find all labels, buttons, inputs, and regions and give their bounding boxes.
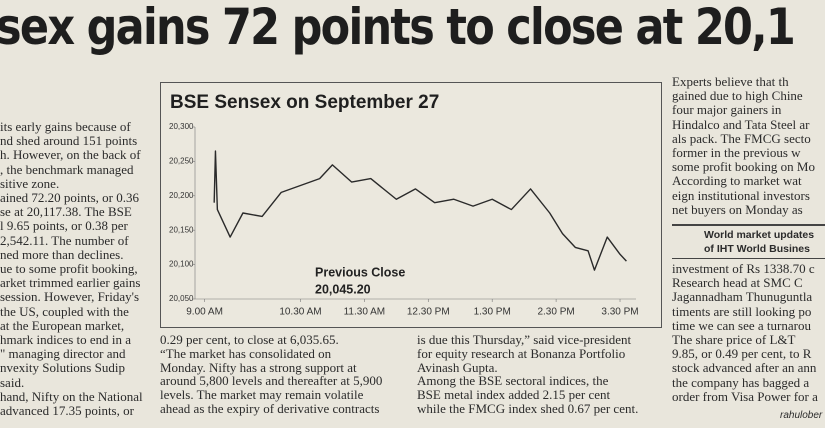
sensex-line <box>213 150 627 271</box>
text-line: Hindalco and Tata Steel ar <box>672 116 810 132</box>
y-tick-label: 20,300 <box>169 122 194 131</box>
text-line: the US, coupled with the <box>0 303 129 319</box>
x-tick-label: 10.30 AM <box>279 307 321 318</box>
text-line: levels. The market may remain volatile <box>160 387 364 403</box>
text-line: eign institutional investors <box>672 187 810 203</box>
text-line: stock advanced after an ann <box>672 360 817 376</box>
text-line: arket trimmed earlier gains <box>0 275 141 291</box>
text-line: around 5,800 levels and thereafter at 5,… <box>160 373 383 389</box>
text-line: Experts believe that th <box>672 74 789 89</box>
text-line: “The market has consolidated on <box>160 345 332 361</box>
text-line: 0.29 per cent, to close at 6,035.65. <box>160 332 339 347</box>
x-tick-label: 2.30 PM <box>537 307 574 318</box>
text-line: " managing director and <box>0 346 126 362</box>
x-tick-label: 3.30 PM <box>601 307 638 318</box>
x-tick-label: 1.30 PM <box>474 307 511 318</box>
text-line: former in the previous w <box>672 145 801 160</box>
y-tick-label: 20,150 <box>169 225 194 234</box>
text-line: sitive zone. <box>0 175 60 191</box>
x-tick-label: 11.30 AM <box>344 307 386 318</box>
text-line: Among the BSE sectoral indices, the <box>417 373 609 389</box>
text-line: The share price of L&T <box>672 332 796 347</box>
chart-title: BSE Sensex on September 27 <box>170 92 439 113</box>
text-line: advanced 17.35 points, or <box>0 403 134 418</box>
y-tick-label: 20,100 <box>169 260 194 269</box>
text-line: , the benchmark managed <box>0 161 134 177</box>
text-line: time we can see a turnarou <box>672 317 811 333</box>
text-line: Avinash Gupta. <box>417 359 498 375</box>
text-line: ned more than declines. <box>0 246 124 262</box>
text-line: hmark indices to end in a <box>0 332 132 347</box>
text-line: Jagannadham Thunuguntla <box>672 289 813 305</box>
text-line: Monday. Nifty has a strong support at <box>160 359 357 375</box>
text-line: 2,542.11. The number of <box>0 232 129 248</box>
text-line: order from Visa Power for a <box>672 388 818 404</box>
annotation: 20,045.20 <box>315 282 371 296</box>
text-line: said. <box>0 374 25 390</box>
text-line: some profit booking on Mo <box>672 159 815 175</box>
annotation: Previous Close <box>315 265 405 279</box>
text-line: while the FMCG index shed 0.67 per cent. <box>417 401 639 416</box>
box-line: of IHT World Busines <box>704 243 810 255</box>
credit: rahulober <box>780 410 823 421</box>
text-line: session. However, Friday's <box>0 289 140 305</box>
chart-frame <box>160 82 662 328</box>
text-line: four major gainers in <box>672 102 782 118</box>
x-tick-label: 12.30 PM <box>407 307 450 318</box>
chart: BSE Sensex on September 27 Previous Clos… <box>160 82 662 328</box>
y-tick-label: 20,050 <box>169 294 194 303</box>
text-line: BSE metal index added 2.15 per cent <box>417 387 611 403</box>
text-line: Research head at SMC C <box>672 275 803 291</box>
x-tick-label: 9.00 AM <box>186 307 223 318</box>
text-line: ue to some profit booking, <box>0 261 138 276</box>
box-line: World market updates <box>704 229 815 241</box>
y-tick-label: 20,250 <box>169 157 194 166</box>
headline: sex gains 72 points to close at 20,1 <box>0 0 796 56</box>
text-line: nvexity Solutions Sudip <box>0 360 125 376</box>
text-line: at the European market, <box>0 317 125 333</box>
text-line: is due this Thursday,” said vice-preside… <box>417 332 632 347</box>
y-tick-label: 20,200 <box>169 191 194 200</box>
text-line: for equity research at Bonanza Portfolio <box>417 345 626 361</box>
text-line: se at 20,117.38. The BSE <box>0 204 132 220</box>
text-line: the company has bagged a <box>672 374 810 390</box>
text-line: l 9.65 points, or 0.38 per <box>0 218 128 234</box>
text-line: ained 72.20 points, or 0.36 <box>0 190 140 205</box>
text-line: its early gains because of <box>0 119 131 134</box>
text-line: According to market wat <box>672 173 802 189</box>
text-line: hand, Nifty on the National <box>0 388 143 404</box>
text-line: h. However, on the back of <box>0 147 141 163</box>
text-line: nd shed around 151 points <box>0 133 138 149</box>
text-line: gained due to high Chine <box>672 88 803 104</box>
text-line: timents are still looking po <box>672 303 812 319</box>
text-line: net buyers on Monday as <box>672 201 803 217</box>
text-line: investment of Rs 1338.70 c <box>672 261 815 276</box>
world-market-box: World market updates of IHT World Busine… <box>672 224 825 259</box>
text-line: als pack. The FMCG secto <box>672 130 811 146</box>
text-line: ahead as the expiry of derivative contra… <box>160 401 380 416</box>
text-line: 9.85, or 0.49 per cent, to R <box>672 346 812 362</box>
